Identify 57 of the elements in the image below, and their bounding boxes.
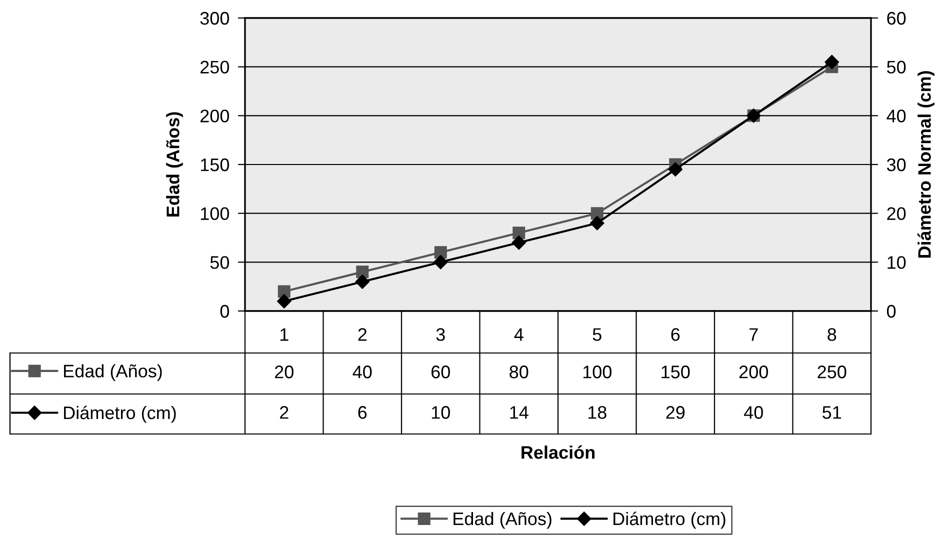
data-label: 6 [358,406,367,419]
x-tick-label: 2 [358,328,366,341]
y2-tick-label: 60 [887,12,906,25]
data-label: 20 [274,366,294,378]
data-label: 60 [432,366,450,378]
point [590,207,604,220]
data-label: 40 [352,366,372,378]
y2-tick-label: 20 [887,207,906,220]
point [277,294,292,308]
point [355,274,370,289]
y2-axis-title: Diámetro Normal (cm) [917,71,934,258]
y2-tick-label: 10 [888,256,906,269]
point [434,255,448,270]
legend-label: Diámetro (cm) [64,406,176,423]
data-label: 14 [510,406,528,419]
x-tick-label: 4 [514,328,524,341]
y-tick-label: 150 [200,158,230,172]
point [512,226,526,240]
data-label: 150 [662,366,690,378]
point [434,246,447,259]
point [278,285,290,298]
point [512,236,526,250]
y2-tick-label: 30 [886,158,906,172]
data-label: 18 [588,406,606,419]
x-tick-label: 3 [436,328,445,341]
x-tick-label: 5 [592,328,602,341]
point [356,266,369,278]
data-label: 100 [583,366,612,378]
text: Edad (Años) [454,512,552,529]
data-label: 29 [666,406,685,419]
y-tick-label: 200 [200,110,230,122]
text: Diámetro (cm) [614,512,726,529]
y2-tick-label: 0 [886,304,896,318]
x-tick-label: 1 [280,328,288,341]
point [824,54,839,70]
point [668,162,682,176]
data-label: 250 [818,366,846,378]
y-tick-label: 50 [210,256,230,269]
data-label: 2 [280,406,288,419]
text: Relación [522,445,595,459]
x-tick-label: 7 [750,328,758,341]
data-label: 200 [739,366,768,378]
data-label: 10 [432,406,450,419]
y-tick-label: 0 [220,304,230,318]
data-label: 51 [822,406,842,419]
y2-tick-label: 50 [887,60,906,74]
y-tick-label: 250 [200,60,230,74]
y-tick-label: 100 [200,207,230,220]
data-label: 80 [510,366,528,378]
y2-tick-label: 40 [886,110,906,122]
legend-label: Edad (Años) [64,364,162,382]
x-tick-label: 6 [671,328,680,341]
point [590,216,604,230]
x-tick-label: 8 [828,328,836,341]
y-axis-title: Edad (Años) [166,112,183,216]
data-label: 40 [744,406,763,419]
y-tick-label: 300 [200,12,230,25]
